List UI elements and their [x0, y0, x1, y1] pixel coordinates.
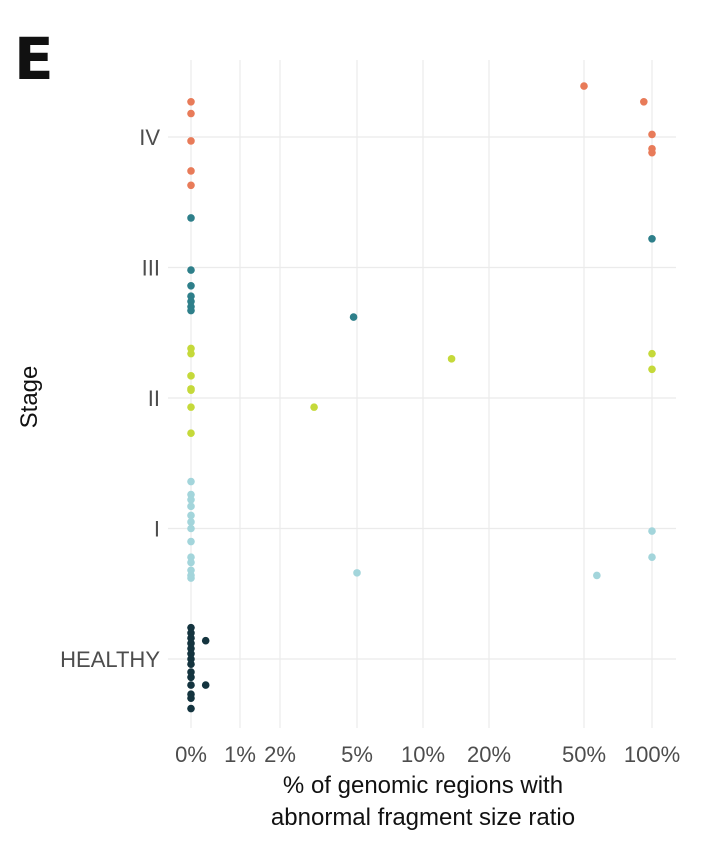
data-point-healthy [187, 673, 195, 682]
data-point-i [187, 490, 195, 499]
x-tick-label: 20% [467, 742, 511, 767]
data-point-i [593, 571, 601, 580]
data-point-ii [187, 349, 195, 358]
data-points [187, 82, 656, 713]
data-point-ii [447, 355, 456, 363]
data-point-i [187, 553, 195, 562]
data-point-i [187, 558, 195, 567]
x-axis-title-line-1: % of genomic regions with [282, 772, 564, 799]
x-tick-label: 0% [175, 742, 207, 767]
y-tick-label: HEALTHY [60, 647, 160, 672]
data-point-i [187, 495, 195, 504]
data-point-healthy [201, 636, 210, 645]
data-point-ii [187, 429, 195, 438]
data-point-i [187, 518, 195, 526]
x-tick-labels: 0% 1% 2% 5% 10% 20% 50% 100% [175, 742, 680, 767]
x-tick-label: 50% [562, 742, 606, 767]
data-point-ii [187, 372, 195, 380]
data-point-healthy [187, 623, 195, 632]
data-point-i [648, 553, 656, 562]
data-point-iii [648, 234, 656, 243]
data-point-i [187, 511, 195, 520]
data-point-ii [187, 344, 195, 353]
data-point-iv [187, 137, 195, 145]
data-point-iv [640, 97, 648, 106]
data-point-iii [187, 292, 195, 301]
x-tick-label: 5% [341, 742, 373, 767]
panel-letter: E [14, 25, 54, 93]
data-point-iii [187, 297, 195, 306]
data-point-ii [187, 386, 195, 394]
grid-lines [168, 60, 676, 728]
y-tick-label: II [148, 386, 160, 411]
data-point-iii [187, 306, 195, 315]
x-tick-label: 2% [264, 742, 296, 767]
data-point-i [187, 574, 195, 582]
data-point-iii [349, 313, 358, 321]
y-tick-label: III [142, 256, 160, 281]
data-point-i [648, 527, 656, 535]
data-point-healthy [187, 655, 195, 663]
data-point-healthy [187, 681, 195, 689]
data-point-ii [648, 349, 656, 358]
data-point-healthy [187, 660, 195, 669]
data-point-healthy [187, 694, 195, 702]
x-tick-label: 1% [224, 742, 256, 767]
data-point-iii [187, 281, 195, 290]
data-point-iii [187, 214, 195, 222]
data-point-i [353, 569, 361, 577]
data-point-ii [187, 403, 195, 411]
data-point-iv [187, 181, 195, 190]
x-axis-title: % of genomic regions with abnormal fragm… [271, 770, 575, 834]
data-point-ii [310, 403, 318, 411]
data-point-healthy [187, 634, 195, 642]
y-tick-label: IV [139, 125, 160, 150]
data-point-iv [648, 130, 656, 139]
data-point-healthy [187, 668, 195, 676]
data-point-iv [580, 82, 588, 90]
data-point-healthy [187, 649, 195, 658]
data-point-iv [648, 148, 656, 157]
data-point-i [187, 566, 195, 575]
x-tick-label: 100% [624, 742, 680, 767]
data-point-iv [187, 97, 195, 106]
data-point-i [187, 477, 195, 486]
x-axis-title-line-2: abnormal fragment size ratio [270, 804, 576, 831]
data-point-healthy [187, 639, 195, 648]
data-point-ii [648, 365, 656, 374]
data-point-iv [187, 167, 195, 175]
data-point-i [187, 524, 195, 533]
y-tick-label: I [154, 517, 160, 542]
data-point-iii [187, 266, 195, 274]
data-point-healthy [187, 704, 195, 713]
data-point-iv [187, 109, 195, 118]
x-tick-label: 10% [401, 742, 445, 767]
data-point-i [187, 502, 195, 511]
data-point-healthy [187, 629, 195, 637]
data-point-healthy [187, 644, 195, 653]
data-point-i [187, 537, 195, 546]
data-point-healthy [201, 681, 210, 689]
